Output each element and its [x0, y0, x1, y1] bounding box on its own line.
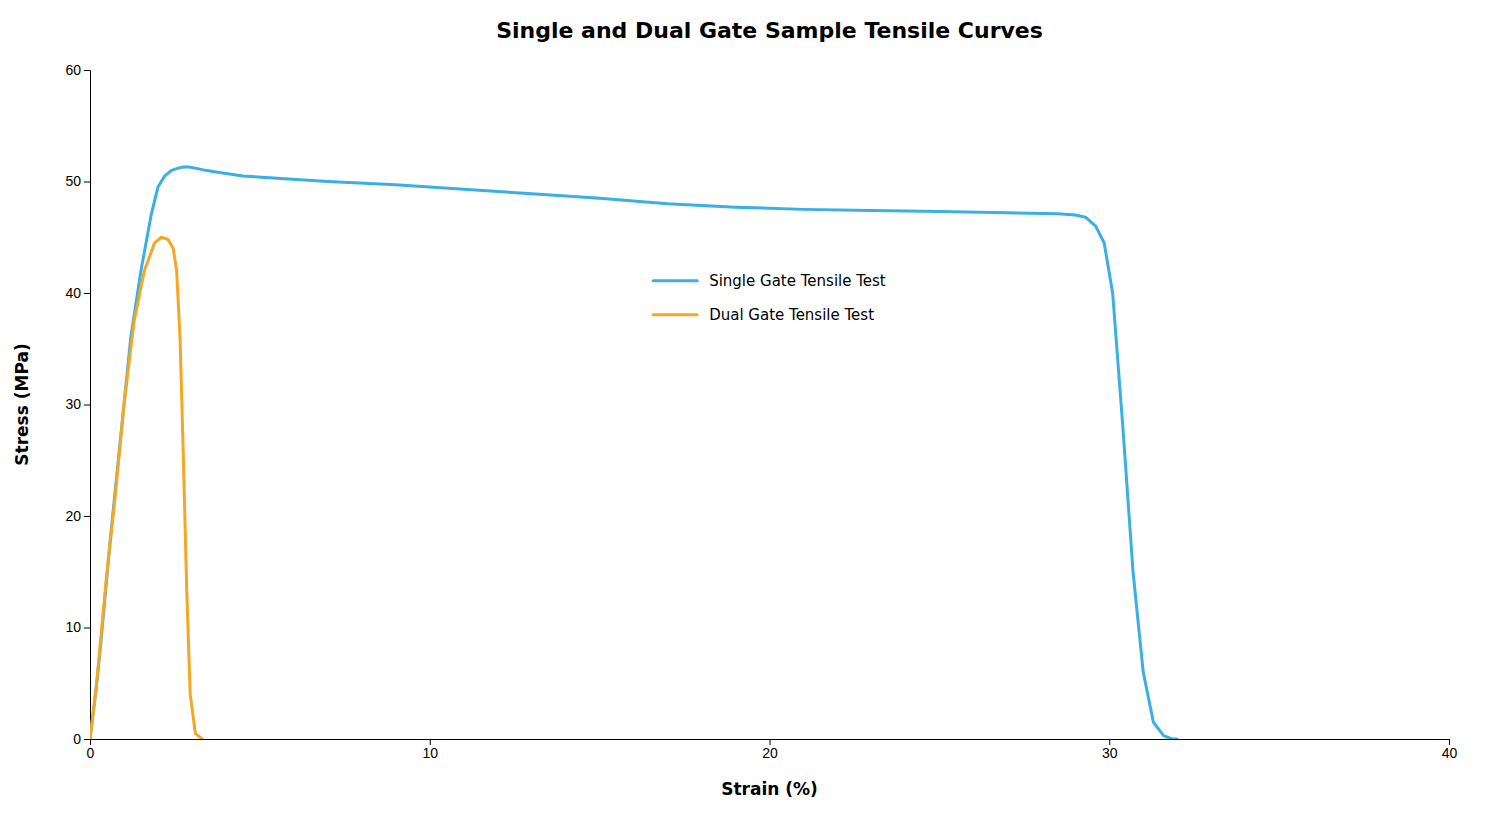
- tick: 10: [422, 739, 438, 761]
- tick: 30: [1102, 739, 1118, 761]
- tick-mark: [84, 739, 90, 740]
- tick: 0: [73, 731, 90, 747]
- tick: 0: [87, 739, 95, 761]
- tick-mark: [84, 70, 90, 71]
- tick-label: 40: [1442, 745, 1458, 761]
- y-axis-title: Stress (MPa): [12, 343, 32, 465]
- tick: 40: [1442, 739, 1458, 761]
- x-axis-title: Strain (%): [721, 779, 818, 799]
- tick-mark: [84, 182, 90, 183]
- tick: 40: [65, 285, 90, 301]
- tick-label: 0: [73, 731, 81, 747]
- tick-label: 30: [65, 396, 81, 412]
- tick-label: 20: [762, 745, 778, 761]
- lines: [90, 167, 1177, 739]
- tick: 50: [65, 173, 90, 189]
- legend-item: Single Gate Tensile Test: [653, 272, 886, 290]
- legend: Single Gate Tensile Test Dual Gate Tensil…: [653, 272, 886, 324]
- chart: 0 10 20 30 40 0 10 20 30 40 50 60 Single and Dual Ga…: [0, 0, 1489, 819]
- series-line: [90, 237, 202, 739]
- x-axis: 0 10 20 30 40: [87, 739, 1458, 761]
- tick: 10: [65, 619, 90, 635]
- title: Single and Dual Gate Sample Tensile Curv…: [496, 18, 1043, 43]
- tick-mark: [84, 628, 90, 629]
- tick-label: 30: [1102, 745, 1118, 761]
- legend-label: Single Gate Tensile Test: [709, 272, 886, 290]
- tick-mark: [84, 405, 90, 406]
- tick-mark: [84, 293, 90, 294]
- tick-label: 10: [65, 619, 81, 635]
- legend-swatch: [653, 313, 697, 316]
- tick-label: 0: [87, 745, 95, 761]
- tick-label: 60: [65, 62, 81, 78]
- tick: 20: [65, 508, 90, 524]
- legend-label: Dual Gate Tensile Test: [709, 306, 874, 324]
- legend-item: Dual Gate Tensile Test: [653, 306, 874, 324]
- tick-label: 50: [65, 173, 81, 189]
- tick: 20: [762, 739, 778, 761]
- tick-mark: [84, 516, 90, 517]
- tick-label: 10: [422, 745, 438, 761]
- axis-line: [84, 71, 91, 740]
- series-line: [90, 167, 1177, 739]
- legend-swatch: [653, 279, 697, 282]
- y-axis: 0 10 20 30 40 50 60: [65, 62, 90, 747]
- tick: 30: [65, 396, 90, 412]
- tick: 60: [65, 62, 90, 78]
- plot: 0 10 20 30 40 0 10 20 30 40 50 60: [65, 62, 1457, 761]
- tick-label: 20: [65, 508, 81, 524]
- tick-label: 40: [65, 285, 81, 301]
